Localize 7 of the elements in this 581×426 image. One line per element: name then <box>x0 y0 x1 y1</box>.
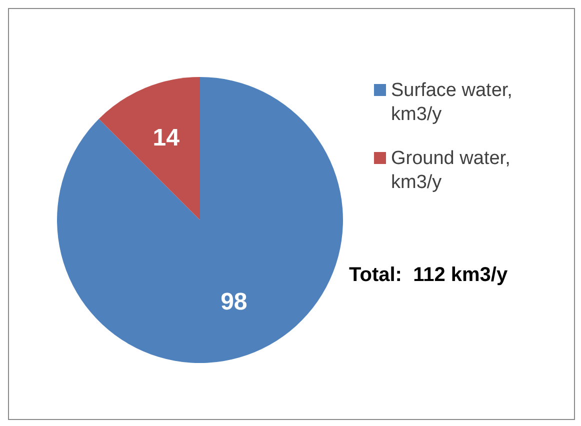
pie-slice <box>57 77 343 363</box>
pie-slice <box>98 77 200 220</box>
data-label: 14 <box>152 124 180 152</box>
data-label: 98 <box>220 288 248 316</box>
legend-label: Ground water, km3/y <box>391 147 512 195</box>
text: Total: 112 km3/y <box>349 264 508 287</box>
legend-label: Surface water, km3/y <box>391 79 514 127</box>
